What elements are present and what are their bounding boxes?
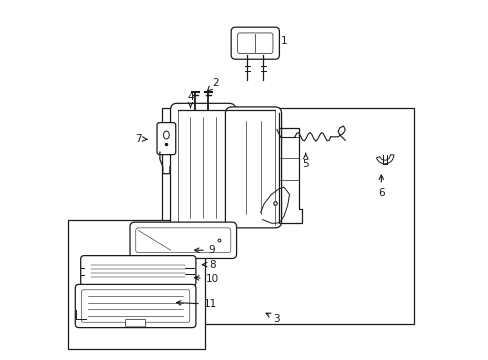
FancyBboxPatch shape <box>157 122 175 155</box>
Text: 6: 6 <box>377 175 384 198</box>
Text: 7: 7 <box>135 134 147 144</box>
FancyBboxPatch shape <box>81 256 196 286</box>
Text: 8: 8 <box>202 260 215 270</box>
FancyBboxPatch shape <box>231 27 279 59</box>
Ellipse shape <box>163 131 169 139</box>
Bar <box>162 108 413 324</box>
FancyBboxPatch shape <box>75 284 196 328</box>
Text: 2: 2 <box>207 78 219 91</box>
Text: 11: 11 <box>176 299 217 309</box>
FancyBboxPatch shape <box>130 222 236 258</box>
FancyBboxPatch shape <box>225 107 281 228</box>
Text: 5: 5 <box>302 153 308 169</box>
Text: 10: 10 <box>194 274 218 284</box>
Text: 4: 4 <box>187 92 193 108</box>
Text: 1: 1 <box>269 36 287 46</box>
Text: 9: 9 <box>194 245 215 255</box>
FancyBboxPatch shape <box>170 103 235 231</box>
FancyBboxPatch shape <box>125 319 145 327</box>
Text: 3: 3 <box>265 313 280 324</box>
Bar <box>68 220 204 349</box>
